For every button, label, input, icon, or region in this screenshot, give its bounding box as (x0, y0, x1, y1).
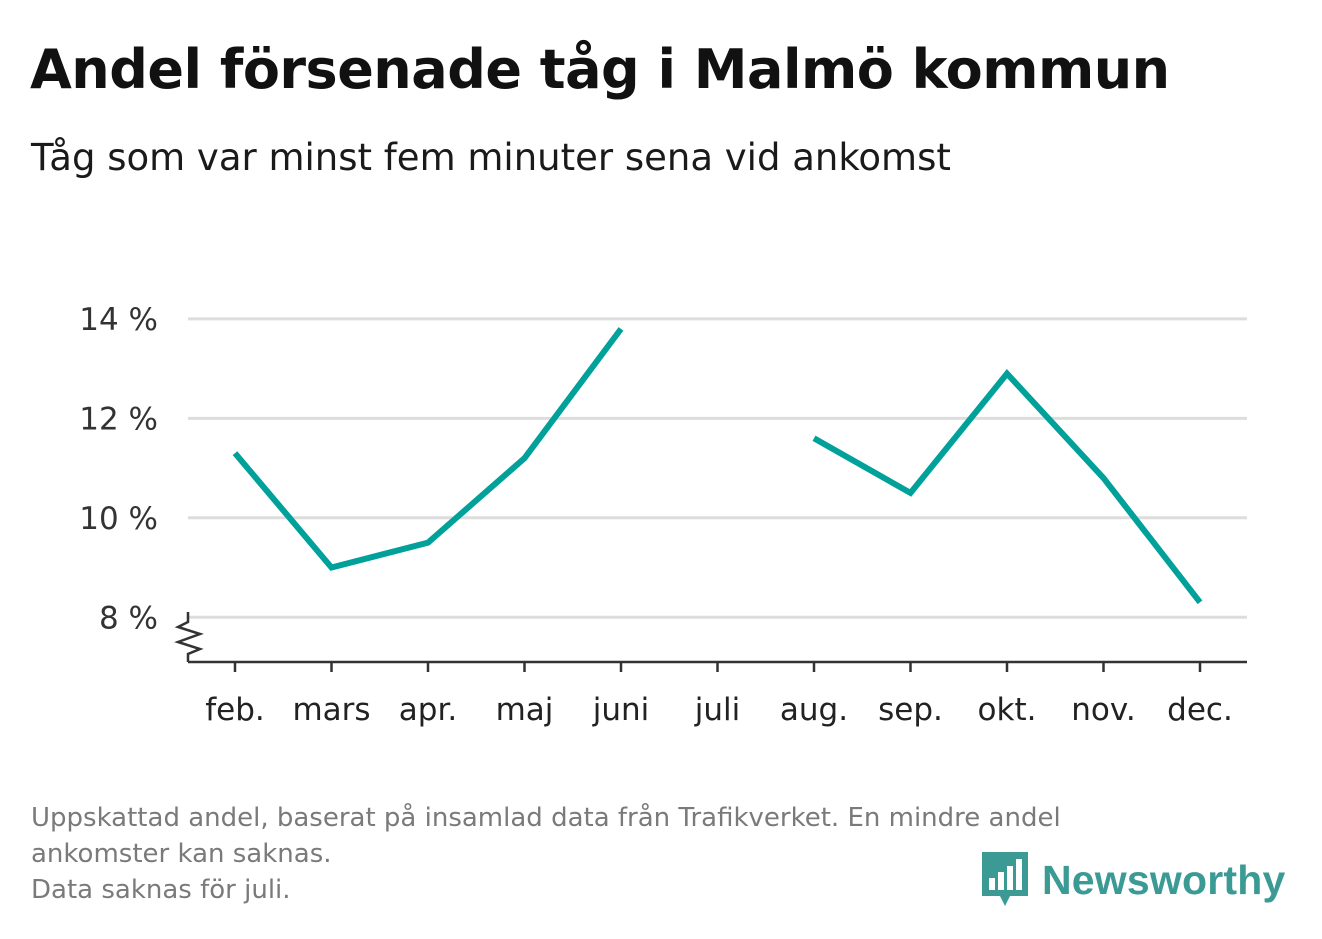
x-tick-label: juni (592, 692, 650, 728)
data-point (1197, 599, 1203, 605)
y-tick-label: 14 % (79, 302, 158, 338)
y-axis-ticks: 8 % 10 % 12 % 14 % (79, 302, 204, 662)
x-tick-label: apr. (399, 692, 457, 728)
data-point (329, 565, 335, 571)
x-tick-label: aug. (780, 692, 848, 728)
x-tick-label: sep. (878, 692, 943, 728)
series-lines (232, 326, 1203, 605)
data-point (1101, 475, 1107, 481)
x-axis: feb. mars apr. maj juni juli aug. sep. okt. nov. d… (188, 660, 1247, 728)
data-point (908, 490, 914, 496)
data-point (425, 540, 431, 546)
series-line-segment-0 (232, 327, 624, 571)
chart-subtitle: Tåg som var minst fem minuter sena vid a… (31, 136, 951, 179)
y-tick-label: 10 % (79, 501, 158, 537)
footnote-line-2: ankomster kan saknas. (31, 839, 332, 869)
footnote-line-1: Uppskattad andel, baserat på insamlad da… (31, 803, 1061, 833)
data-point (811, 435, 817, 441)
footnote: Uppskattad andel, baserat på insamlad da… (31, 800, 1291, 908)
y-tick-label: 8 % (99, 600, 158, 636)
x-tick-label: juli (694, 692, 741, 728)
y-tick-label: 12 % (79, 401, 158, 437)
data-point (1004, 371, 1010, 377)
data-point (522, 455, 528, 461)
data-point (232, 450, 238, 456)
x-tick-label: okt. (978, 692, 1037, 728)
chart-title: Andel försenade tåg i Malmö kommun (30, 38, 1170, 101)
brand-logo: Newsworthy (980, 850, 1286, 910)
x-tick-label: mars (292, 692, 370, 728)
x-tick-label: dec. (1167, 692, 1233, 728)
footnote-line-3: Data saknas för juli. (31, 875, 291, 905)
brand-name: Newsworthy (1042, 856, 1286, 903)
gridlines (188, 317, 1247, 619)
bar-chart-speech-bubble-icon (982, 852, 1028, 906)
x-tick-label: nov. (1071, 692, 1135, 728)
data-point (618, 326, 624, 332)
series-line-segment-1 (812, 369, 1203, 605)
x-tick-label: feb. (205, 692, 265, 728)
y-axis-break-icon (174, 612, 204, 662)
x-tick-label: maj (496, 692, 554, 728)
